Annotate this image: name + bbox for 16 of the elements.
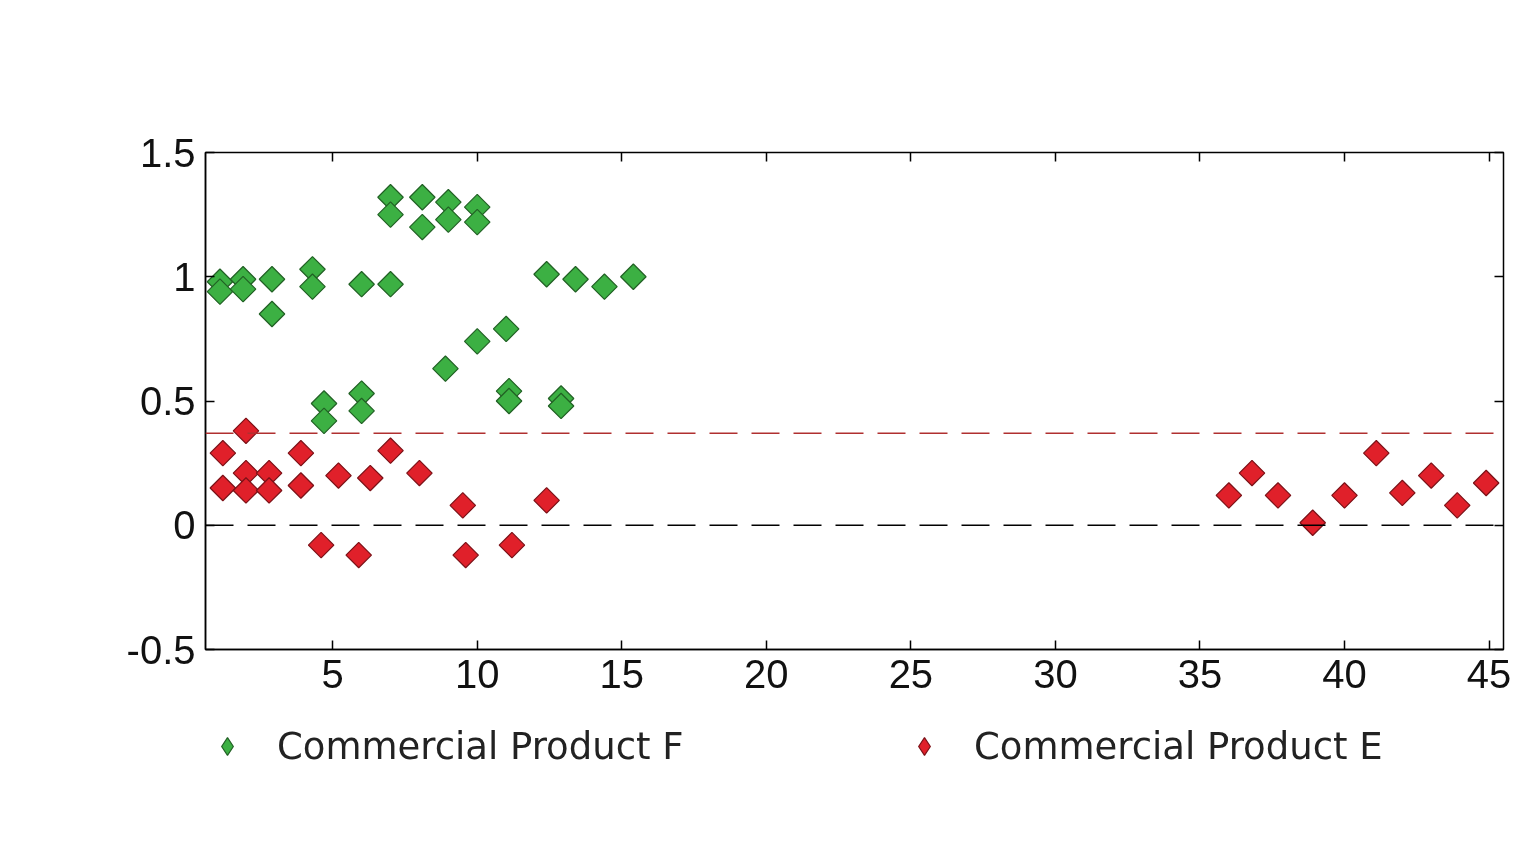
x-tick-label: 45	[1466, 651, 1512, 696]
legend-label: Commercial Product E	[974, 724, 1384, 768]
y-tick-label: 0	[173, 503, 196, 548]
x-tick-label: 35	[1177, 651, 1223, 696]
x-tick-label: 20	[744, 651, 789, 696]
x-tick-label: 10	[455, 651, 500, 696]
x-tick-label: 40	[1322, 651, 1367, 696]
x-tick-label: 15	[599, 651, 645, 696]
x-tick-label: 30	[1033, 651, 1078, 696]
x-tick-label: 5	[321, 651, 344, 696]
y-tick-label: 0.5	[139, 379, 196, 423]
legend-label: Commercial Product F	[277, 724, 685, 768]
y-tick-label: -0.5	[126, 627, 196, 672]
y-tick-label: 1.5	[139, 130, 196, 175]
y-tick-label: 1	[173, 254, 196, 299]
x-tick-label: 25	[888, 651, 934, 696]
